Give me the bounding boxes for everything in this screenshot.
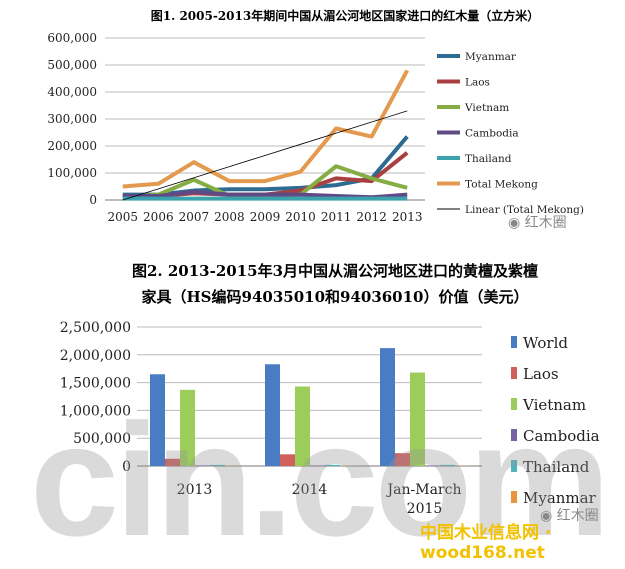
y-tick-label: 2,500,000 [60, 320, 131, 336]
legend-label: World [523, 334, 568, 352]
watermark-site-name: 中国木业信息网 · wood168.net [420, 518, 625, 563]
chart-title-line2: 家具（HS编码94035010和94036010）价值（美元） [142, 288, 529, 306]
legend-swatch [511, 367, 517, 379]
y-tick-label: 2,000,000 [60, 348, 131, 364]
legend-swatch [511, 336, 517, 348]
chart-title: 图2. 2013-2015年3月中国从湄公河地区进口的黄檀及紫檀 [132, 262, 538, 280]
legend-label: Laos [523, 365, 559, 383]
watermark-wechat-1: ◉ 红木圈 [508, 212, 567, 232]
